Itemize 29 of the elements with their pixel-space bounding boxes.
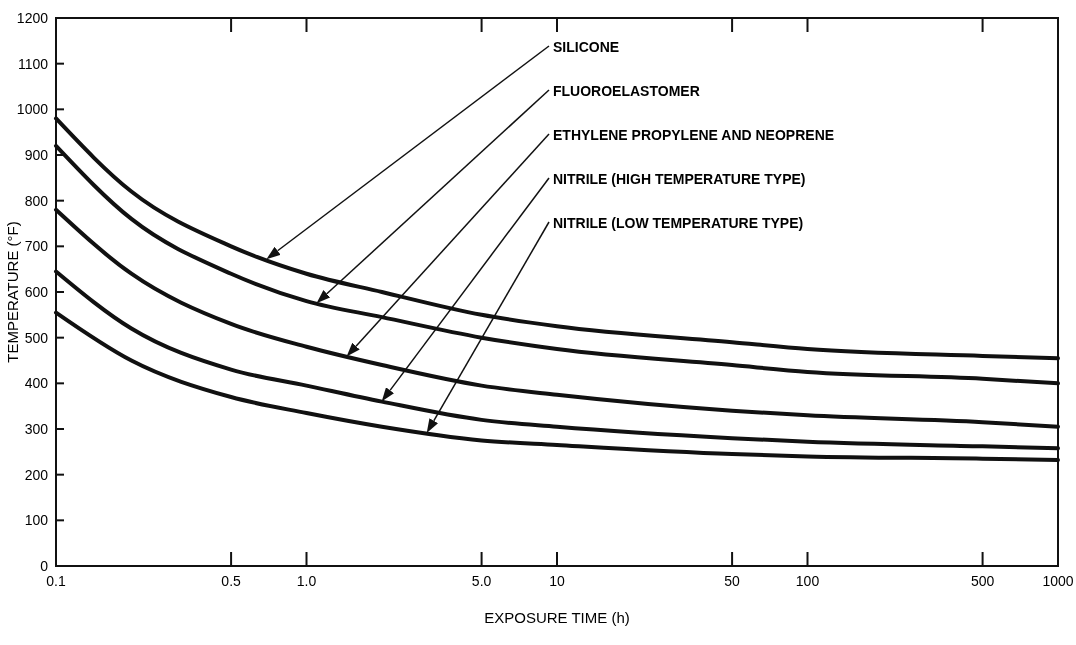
x-tick-label: 5.0 [471,573,492,589]
y-tick-label: 500 [24,329,49,346]
x-tick-label: 50 [724,573,741,589]
text: FLUOROELASTOMER [553,83,700,99]
x-tick-label: 1.0 [296,573,317,589]
x-tick-label: 0.1 [46,573,66,589]
x-tick-label: 500 [970,573,995,589]
text: NITRILE (LOW TEMPERATURE TYPE) [553,215,804,231]
y-tick-label: 1200 [16,10,49,26]
y-tick-label: 1000 [16,101,49,118]
x-axis-title: EXPOSURE TIME (h) [484,609,630,626]
y-tick-label: 100 [24,512,49,529]
y-tick-label: 700 [24,238,49,255]
y-axis-title: TEMPERATURE (°F) [4,221,21,363]
y-tick-label: 200 [24,466,49,483]
y-tick-label: 600 [24,284,49,300]
legend-label: SILICONE [553,39,620,55]
y-tick-label: 900 [24,147,49,163]
text: NITRILE (HIGH TEMPERATURE TYPE) [553,171,806,187]
y-tick-label: 1100 [17,55,49,72]
text: ETHYLENE PROPYLENE AND NEOPRENE [553,127,835,143]
x-tick-label: 100 [795,573,820,589]
y-tick-label: 400 [24,375,49,392]
y-tick-label: 0 [40,558,49,574]
x-tick-label: 1000 [1042,573,1074,589]
x-tick-label: 10 [549,573,565,589]
y-tick-label: 300 [24,421,49,437]
x-tick-label: 0.5 [221,573,242,589]
y-tick-label: 800 [24,192,49,209]
